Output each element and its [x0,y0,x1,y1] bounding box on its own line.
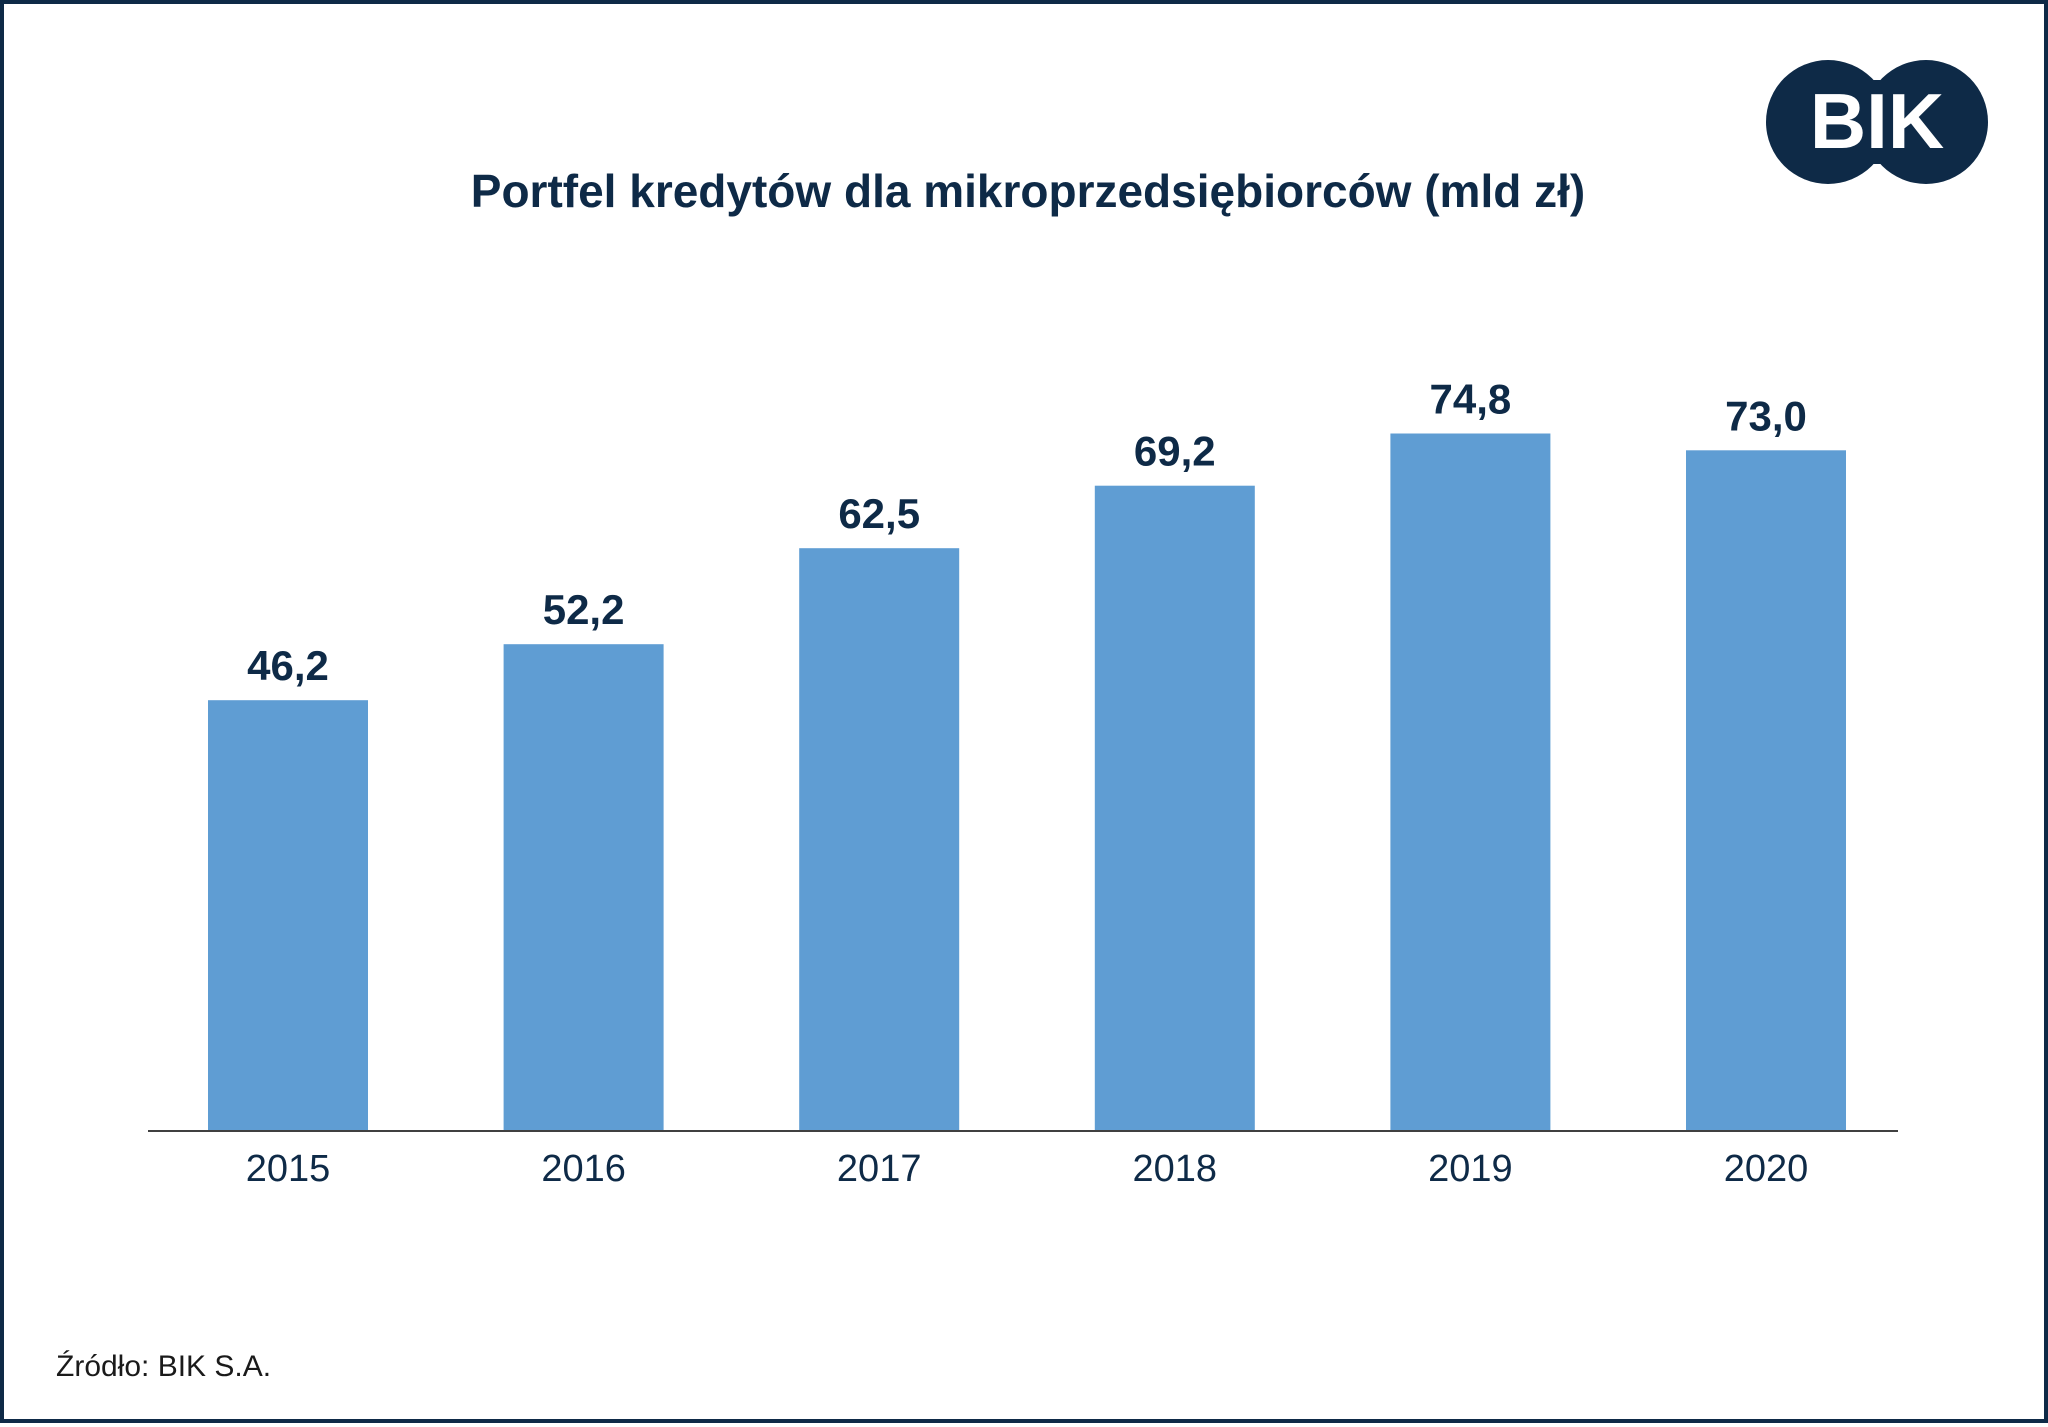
value-label-2019: 74,8 [1430,376,1512,423]
logo-circle-bridge [1828,80,1926,164]
bar-2016 [503,644,664,1131]
value-label-2018: 69,2 [1134,428,1216,475]
bar-2015 [208,700,368,1131]
x-tick-label-2016: 2016 [541,1148,626,1190]
x-tick-label-2019: 2019 [1428,1148,1513,1190]
bar-2017 [799,548,960,1131]
logo-text: BIK [1810,77,1944,165]
source-note: Źródło: BIK S.A. [56,1350,272,1383]
bar-2019 [1390,433,1551,1131]
value-label-2016: 52,2 [543,586,625,633]
value-label-2015: 46,2 [247,642,329,689]
bik-logo: BIK [1766,60,1988,184]
x-tick-label-2018: 2018 [1133,1148,1218,1190]
x-tick-label-2020: 2020 [1724,1148,1809,1190]
bar-chart: 46,2 2015 52,2 2016 62,5 2017 69,2 2018 74,8 2019… [148,376,1898,1190]
chart-title: Portfel kredytów dla mikroprzedsiębiorcó… [470,165,1586,217]
value-label-2020: 73,0 [1725,392,1807,439]
bar-2020 [1686,450,1846,1131]
bars-layer: 46,2 2015 52,2 2016 62,5 2017 69,2 2018 74,8 2019… [208,376,1846,1190]
x-tick-label-2015: 2015 [246,1148,331,1190]
bar-2018 [1094,485,1255,1131]
value-label-2017: 62,5 [838,490,920,537]
x-tick-label-2017: 2017 [837,1148,922,1190]
